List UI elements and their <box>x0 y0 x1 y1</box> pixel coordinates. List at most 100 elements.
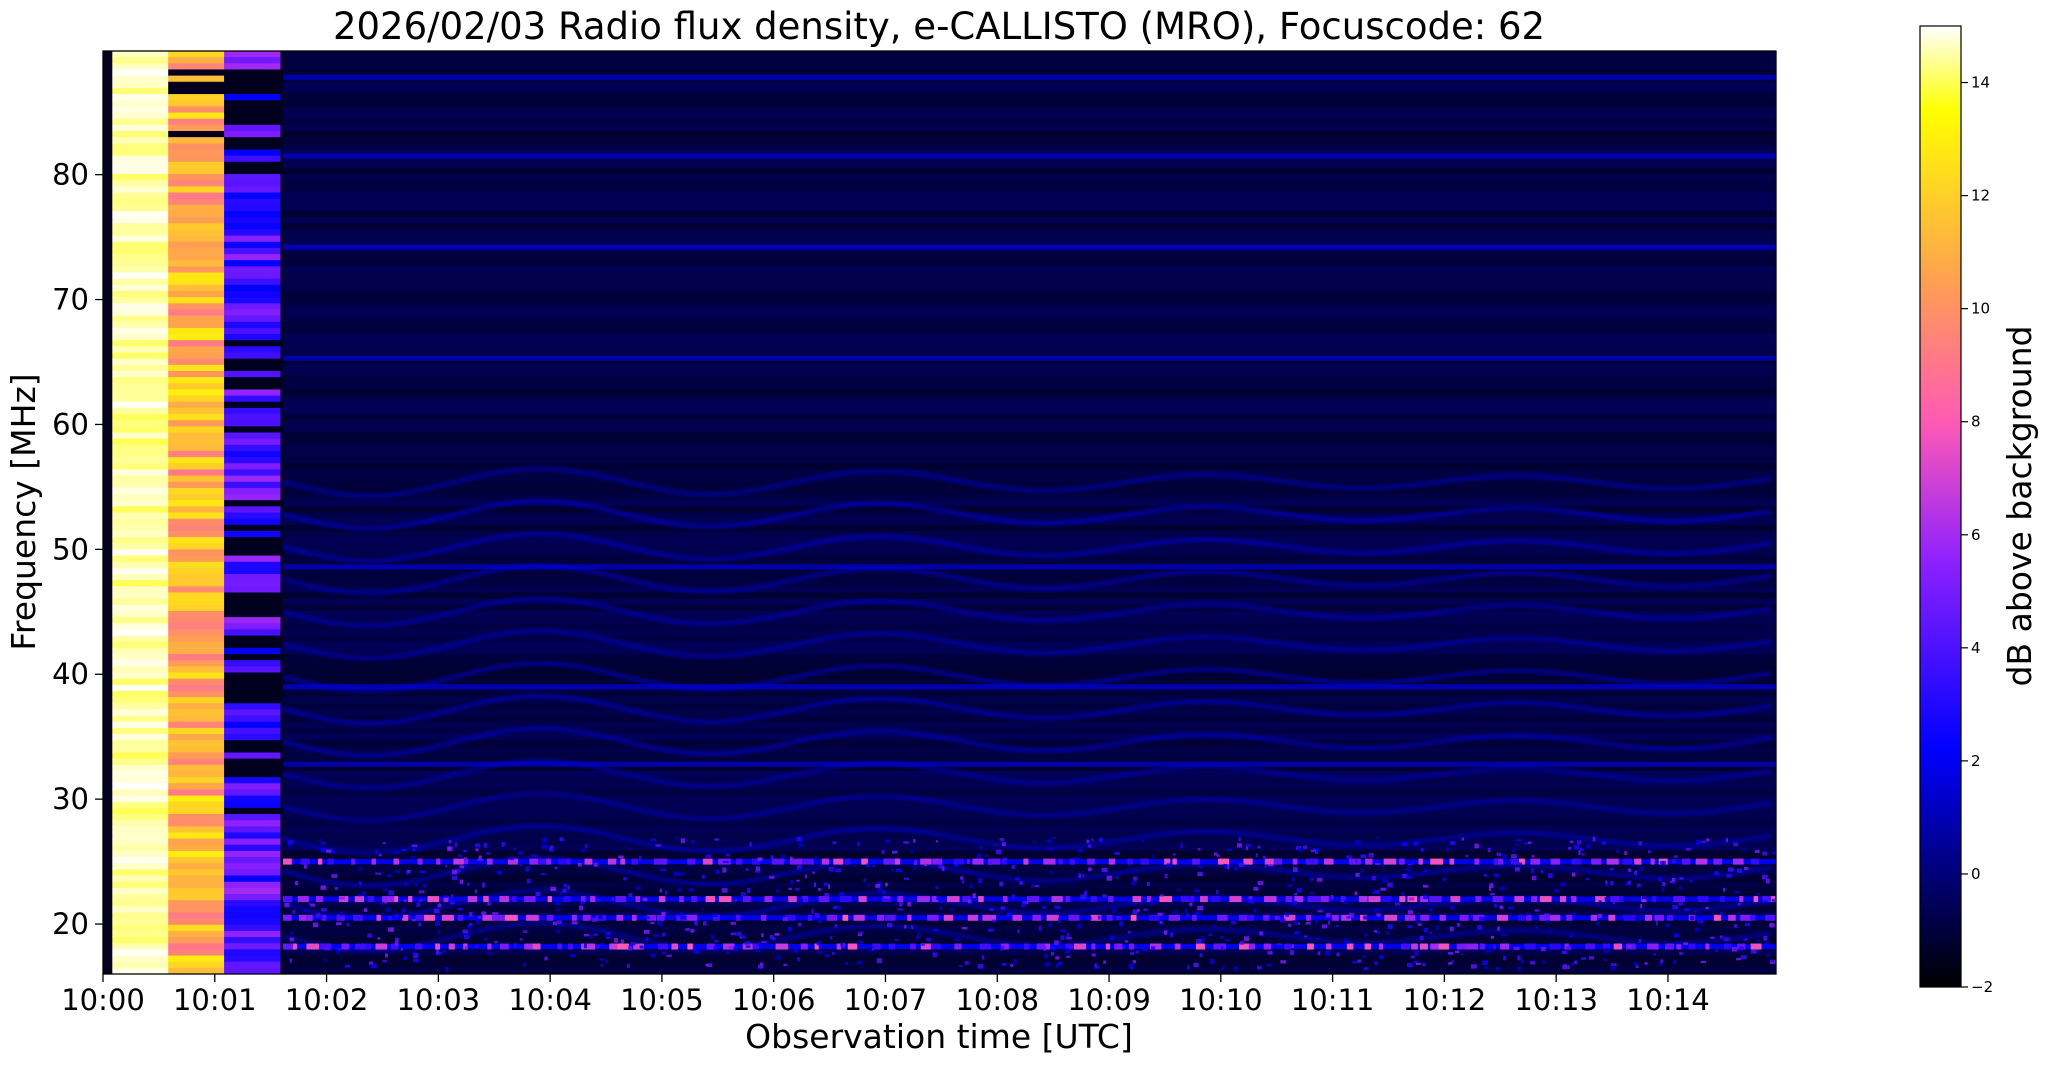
rfi-burst <box>775 943 789 950</box>
noise-speckle <box>1581 852 1585 856</box>
heatmap-row <box>282 672 1776 679</box>
noise-speckle <box>744 941 751 945</box>
heatmap-cell <box>112 167 169 175</box>
noise-speckle <box>899 901 903 907</box>
noise-speckle <box>554 866 558 869</box>
narrowband-line <box>282 153 1776 159</box>
rfi-burst <box>318 858 323 865</box>
noise-speckle <box>630 941 636 945</box>
noise-speckle <box>666 954 673 958</box>
noise-speckle <box>1450 841 1456 846</box>
noise-speckle <box>1343 939 1349 944</box>
noise-speckle <box>596 944 600 949</box>
noise-speckle <box>555 908 561 911</box>
noise-speckle <box>457 854 463 858</box>
noise-speckle <box>999 881 1003 887</box>
heatmap-cell <box>112 697 169 704</box>
heatmap-row <box>282 660 1776 667</box>
heatmap-row <box>282 697 1776 704</box>
rfi-burst <box>872 943 881 950</box>
heatmap-cell <box>168 57 225 64</box>
heatmap-cell <box>168 832 225 840</box>
heatmap-cell <box>112 174 169 181</box>
noise-speckle <box>1561 950 1568 954</box>
rfi-burst <box>1608 914 1616 921</box>
noise-speckle <box>1066 955 1071 959</box>
rfi-burst <box>1306 914 1312 921</box>
heatmap-cell <box>112 949 169 957</box>
noise-speckle <box>411 951 416 956</box>
rfi-burst <box>718 896 732 903</box>
noise-speckle <box>1257 845 1261 849</box>
noise-speckle <box>1560 882 1565 887</box>
noise-speckle <box>650 921 655 924</box>
rfi-burst <box>487 943 492 950</box>
heatmap-cell <box>224 106 281 114</box>
noise-speckle <box>1660 959 1664 964</box>
heatmap-row <box>282 340 1776 347</box>
noise-speckle <box>1715 948 1718 953</box>
rfi-burst <box>760 914 767 921</box>
rfi-burst <box>1263 943 1272 950</box>
noise-speckle <box>420 898 425 901</box>
noise-speckle <box>1213 924 1216 929</box>
noise-speckle <box>600 943 605 947</box>
heatmap-cell <box>112 567 169 575</box>
interference-band <box>282 530 1772 564</box>
noise-speckle <box>388 927 394 932</box>
x-tick-label: 10:02 <box>285 983 369 1017</box>
interference-band <box>282 725 1772 759</box>
rfi-burst <box>1399 858 1405 865</box>
heatmap-cell <box>224 832 281 840</box>
heatmap-cell <box>168 377 225 384</box>
heatmap-cell <box>112 186 169 194</box>
heatmap-cell <box>112 764 169 772</box>
heatmap-cell <box>112 383 169 391</box>
noise-speckle <box>913 838 916 843</box>
noise-speckle <box>771 905 774 911</box>
noise-speckle <box>824 954 830 958</box>
heatmap-cell <box>168 186 225 194</box>
heatmap-cell <box>224 370 281 378</box>
heatmap-cell <box>168 635 225 643</box>
heatmap-cell <box>112 844 169 852</box>
rfi-burst <box>1168 914 1180 921</box>
rfi-burst <box>1510 858 1519 865</box>
noise-speckle <box>1317 951 1321 955</box>
heatmap-cell <box>224 924 281 932</box>
heatmap-cell <box>112 961 169 969</box>
heatmap-cell <box>224 204 281 212</box>
rfi-burst <box>1364 943 1372 950</box>
heatmap-cell <box>112 278 169 286</box>
noise-speckle <box>796 879 800 882</box>
noise-speckle <box>1523 841 1528 845</box>
noise-speckle <box>1638 841 1642 846</box>
heatmap-row <box>282 247 1776 255</box>
heatmap-cell <box>112 801 169 809</box>
noise-speckle <box>984 854 988 857</box>
rfi-burst <box>647 914 657 921</box>
heatmap-cell <box>168 87 225 95</box>
heatmap-cell <box>112 438 169 446</box>
heatmap-cell <box>168 260 225 267</box>
noise-speckle <box>460 896 466 901</box>
heatmap-cell <box>112 198 169 206</box>
rfi-burst <box>943 914 954 921</box>
rfi-burst <box>1518 858 1525 865</box>
heatmap-cell <box>112 690 169 698</box>
noise-speckle <box>1080 894 1087 900</box>
narrowband-line <box>282 761 1776 767</box>
heatmap-cell <box>112 315 169 323</box>
noise-speckle <box>1221 946 1224 951</box>
noise-speckle <box>1627 880 1631 886</box>
noise-speckle <box>1744 922 1751 927</box>
noise-speckle <box>1360 854 1367 858</box>
noise-speckle <box>638 856 642 861</box>
heatmap-row <box>282 192 1776 199</box>
x-tick-label: 10:10 <box>1179 983 1263 1017</box>
noise-speckle <box>1605 897 1610 902</box>
rfi-burst <box>990 914 996 921</box>
noise-speckle <box>1077 849 1083 853</box>
noise-speckle <box>1601 841 1606 845</box>
heatmap-cell <box>112 900 169 907</box>
